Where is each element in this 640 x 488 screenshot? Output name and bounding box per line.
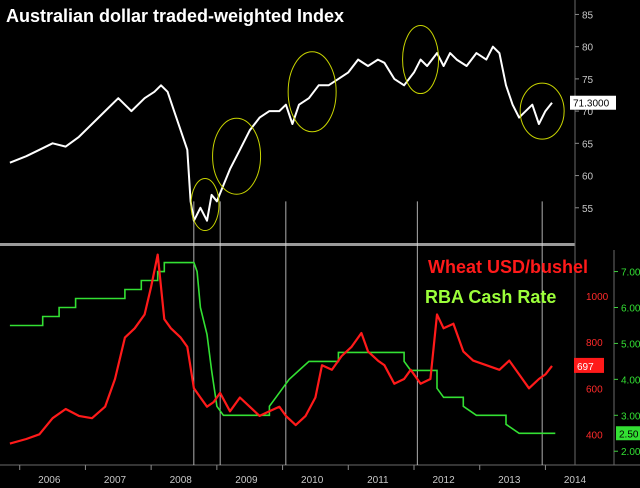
value-tags: 71.3000 697 2.50	[570, 95, 640, 441]
wheat-price-line	[9, 253, 553, 445]
top-y-tick-label: 55	[582, 204, 594, 215]
rba-y-tick-label: 3.00	[621, 411, 640, 422]
annotation-circle	[287, 51, 337, 133]
aud-twi-line	[9, 45, 553, 222]
x-tick-label: 2011	[367, 475, 389, 486]
annotation-circle	[402, 25, 440, 95]
legend-wheat: Wheat USD/bushel	[428, 257, 588, 277]
rba-y-tick-label: 6.00	[621, 303, 640, 314]
rba-y-tick-label: 5.00	[621, 339, 640, 350]
x-tick-label: 2014	[564, 475, 587, 486]
rba-y-tick-label: 7.00	[621, 268, 640, 279]
wheat-y-axis-ticks: 400 600 800 1000	[586, 292, 609, 441]
x-tick-label: 2006	[38, 475, 61, 486]
annotation-circles	[190, 25, 565, 232]
x-tick-label: 2009	[235, 475, 258, 486]
wheat-last-value-tag	[574, 357, 604, 373]
wheat-last-value-text: 697	[577, 362, 594, 373]
aud-last-value-tag	[570, 95, 616, 110]
top-y-tick-label: 75	[582, 75, 594, 86]
top-y-tick-label: 85	[582, 10, 594, 21]
legend-rba: RBA Cash Rate	[425, 287, 556, 307]
x-tick-label: 2013	[498, 475, 521, 486]
rba-y-axis-ticks: 2.00 3.00 4.00 5.00 6.00 7.00	[614, 268, 640, 458]
panel-divider	[0, 243, 575, 246]
rba-y-tick-label: 2.00	[621, 447, 640, 458]
top-y-tick-label: 65	[582, 139, 594, 150]
top-y-tick-label: 80	[582, 43, 594, 54]
x-tick-label: 2007	[104, 475, 127, 486]
wheat-y-tick-label: 600	[586, 384, 603, 395]
rba-last-value-text: 2.50	[619, 429, 639, 440]
rba-cash-rate-line	[9, 261, 556, 435]
aud-last-value-text: 71.3000	[573, 99, 610, 110]
top-y-tick-label: 70	[582, 107, 594, 118]
top-y-tick-label: 60	[582, 172, 594, 183]
chart-title: Australian dollar traded-weighted Index	[6, 6, 344, 26]
top-y-axis-ticks: 55 60 65 70 75 80 85	[575, 10, 594, 215]
annotation-circle	[190, 178, 220, 232]
annotation-circle	[212, 117, 262, 195]
annotation-circle	[519, 82, 565, 140]
wheat-y-tick-label: 400	[586, 430, 603, 441]
wheat-y-tick-label: 800	[586, 338, 603, 349]
series-layer	[9, 45, 556, 445]
rba-y-tick-label: 4.00	[621, 375, 640, 386]
x-tick-label: 2010	[301, 475, 324, 486]
annotation-vertical-lines	[193, 201, 543, 465]
x-axis-ticks: 2006 2007 2008 2009 2010 2011 2012 2013 2014	[19, 465, 587, 486]
x-tick-label: 2012	[432, 475, 455, 486]
rba-last-value-tag	[616, 426, 640, 441]
x-tick-label: 2008	[170, 475, 193, 486]
wheat-y-tick-label: 1000	[586, 292, 609, 303]
